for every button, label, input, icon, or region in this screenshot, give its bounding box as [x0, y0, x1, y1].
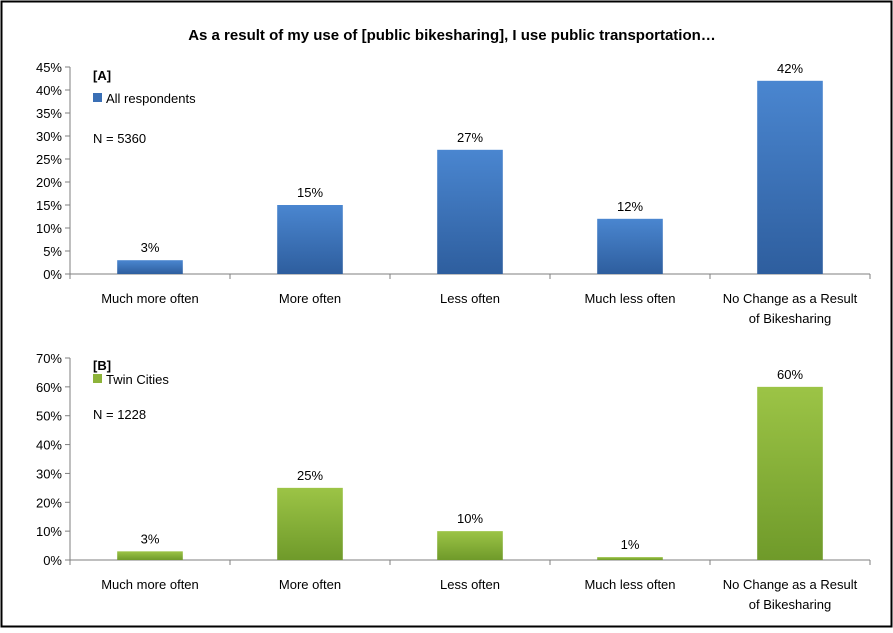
panel-b-label: [B] — [93, 358, 111, 373]
panel-a-group: 0% 5% 10% 15% 20% 25% 30% 35% 40% 45% 3% Much more … — [36, 60, 871, 326]
panel-a-category-label: No Change as a Result — [723, 291, 858, 306]
panel-a-bar — [437, 149, 503, 274]
panel-a-data-label: 27% — [457, 130, 483, 145]
panel-b-bar — [117, 551, 183, 560]
panel-a-y-tick-label: 15% — [36, 198, 62, 213]
panel-a-y-tick-label: 5% — [43, 244, 62, 259]
panel-a-category-label: Much more often — [101, 291, 199, 306]
panel-a-label: [A] — [93, 68, 111, 83]
panel-a-y-tick-label: 20% — [36, 175, 62, 190]
panel-b-data-label: 10% — [457, 511, 483, 526]
panel-a-y-tick-label: 10% — [36, 221, 62, 236]
panel-b-data-label: 25% — [297, 468, 323, 483]
panel-a-bar — [117, 260, 183, 274]
panel-a-y-tick-label: 35% — [36, 106, 62, 121]
panel-b-y-tick-label: 10% — [36, 524, 62, 539]
panel-a-y-tick-label: 0% — [43, 267, 62, 282]
panel-a-y-tick-label: 40% — [36, 83, 62, 98]
panel-a-data-label: 42% — [777, 61, 803, 76]
panel-b-y-tick-label: 50% — [36, 409, 62, 424]
panel-b-bar — [757, 386, 823, 560]
panel-a-category-label: Less often — [440, 291, 500, 306]
panel-a-bar — [277, 205, 343, 274]
panel-b-y-tick-label: 0% — [43, 553, 62, 568]
panel-b-category-label: Much more often — [101, 577, 199, 592]
panel-a-category-label: Much less often — [584, 291, 675, 306]
panel-a-data-label: 15% — [297, 185, 323, 200]
panel-b-legend-label: Twin Cities — [106, 372, 169, 387]
panel-a-bar — [757, 80, 823, 274]
chart-title: As a result of my use of [public bikesha… — [188, 27, 716, 44]
panel-b-category-label: Less often — [440, 577, 500, 592]
panel-a-y-tick-label: 30% — [36, 129, 62, 144]
panel-b-sample-size: N = 1228 — [93, 407, 146, 422]
panel-b-category-label: No Change as a Result — [723, 577, 858, 592]
panel-b-bar — [597, 557, 663, 560]
panel-a-y-tick-label: 25% — [36, 152, 62, 167]
panel-b-data-label: 1% — [621, 537, 640, 552]
panel-b-category-label: Much less often — [584, 577, 675, 592]
panel-a-bar — [597, 218, 663, 274]
panel-b-y-tick-label: 60% — [36, 380, 62, 395]
panel-a-category-label: More often — [279, 291, 341, 306]
panel-a-legend-label: All respondents — [106, 91, 196, 106]
panel-a-data-label: 3% — [141, 240, 160, 255]
panel-b-y-tick-label: 40% — [36, 438, 62, 453]
panel-a-y-tick-label: 45% — [36, 60, 62, 75]
panel-b-category-label: of Bikesharing — [749, 597, 831, 612]
panel-b-bar — [277, 487, 343, 560]
panel-a-sample-size: N = 5360 — [93, 131, 146, 146]
panel-b-group: 0% 10% 20% 30% 40% 50% 60% 70% 3% Much more often… — [36, 351, 871, 612]
panel-a-category-label: of Bikesharing — [749, 311, 831, 326]
panel-a-data-label: 12% — [617, 199, 643, 214]
panel-b-y-tick-label: 30% — [36, 466, 62, 481]
panels-layer: 0% 5% 10% 15% 20% 25% 30% 35% 40% 45% 3% Much more … — [36, 60, 871, 612]
panel-b-y-tick-label: 20% — [36, 495, 62, 510]
panel-a-legend-swatch — [93, 93, 102, 102]
panel-b-legend-swatch — [93, 374, 102, 383]
panel-b-y-tick-label: 70% — [36, 351, 62, 366]
panel-b-bar — [437, 531, 503, 560]
panel-b-data-label: 60% — [777, 367, 803, 382]
panel-b-data-label: 3% — [141, 531, 160, 546]
panel-b-category-label: More often — [279, 577, 341, 592]
